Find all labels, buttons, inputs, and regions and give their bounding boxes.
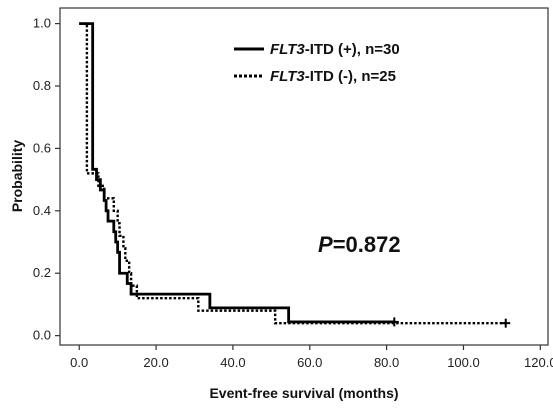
y-axis-title: Probability — [9, 140, 25, 213]
x-tick-label: 80.0 — [374, 355, 399, 370]
km-curve-flt3-itd-positive — [79, 22, 395, 324]
x-tick-label: 60.0 — [297, 355, 322, 370]
x-tick-label: 40.0 — [220, 355, 245, 370]
censor-mark — [389, 317, 399, 327]
y-tick-label: 0.4 — [33, 203, 51, 218]
x-tick-label: 0.0 — [70, 355, 88, 370]
y-tick-label: 0.0 — [33, 328, 51, 343]
y-tick-label: 0.2 — [33, 265, 51, 280]
y-tick-label: 0.6 — [33, 140, 51, 155]
y-tick-label: 0.8 — [33, 78, 51, 93]
x-tick-label: 120.0 — [524, 355, 553, 370]
legend: FLT3-ITD (+), n=30 FLT3-ITD (-), n=25 — [234, 41, 400, 85]
censor-mark — [501, 318, 511, 328]
plot-frame — [59, 7, 549, 346]
legend-label-flt3-pos: FLT3-ITD (+), n=30 — [270, 41, 400, 58]
y-tick-label: 1.0 — [33, 16, 51, 31]
x-tick-label: 100.0 — [447, 355, 480, 370]
km-curve-flt3-itd-negative — [79, 22, 506, 325]
y-axis: 0.0 0.2 0.4 0.6 0.8 1.0 — [33, 16, 60, 343]
p-value-annotation: P=0.872 — [318, 232, 401, 257]
x-axis: 0.0 20.0 40.0 60.0 80.0 100.0 120.0 — [70, 345, 553, 370]
series-layer — [79, 22, 511, 328]
legend-label-flt3-neg: FLT3-ITD (-), n=25 — [270, 68, 396, 85]
x-axis-title: Event-free survival (months) — [209, 385, 398, 401]
x-tick-label: 20.0 — [143, 355, 168, 370]
